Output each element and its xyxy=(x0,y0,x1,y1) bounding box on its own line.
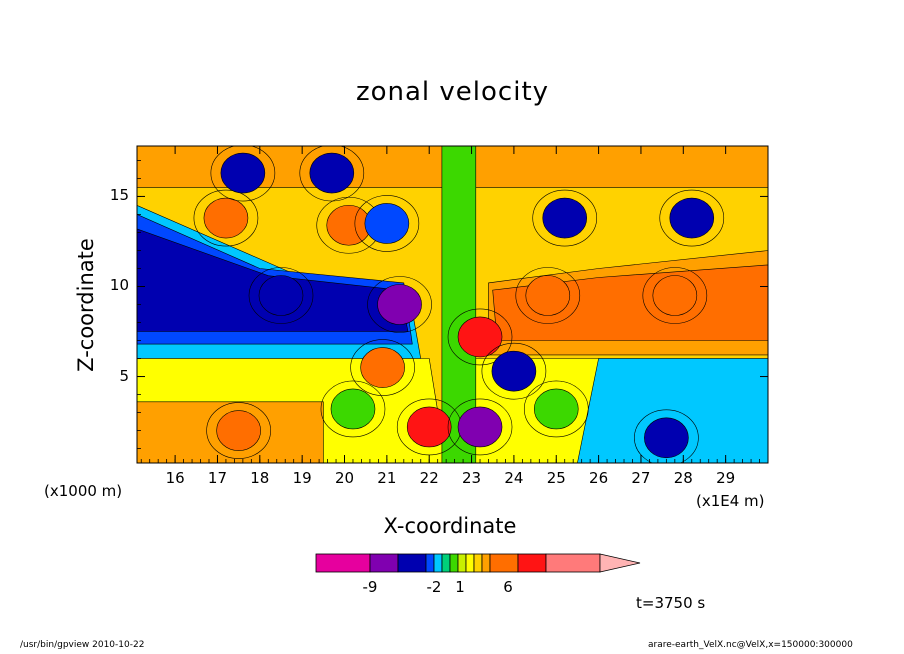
contour-cell xyxy=(367,276,432,333)
contour-band xyxy=(577,358,768,463)
x-tick-label: 17 xyxy=(207,469,227,487)
x-tick-label: 29 xyxy=(716,469,736,487)
y-tick-label: 15 xyxy=(109,186,129,205)
y-tick-label: 10 xyxy=(109,276,129,295)
colorbar xyxy=(315,553,641,573)
x-tick-label: 23 xyxy=(462,469,482,487)
chart-title: zonal velocity xyxy=(355,77,550,107)
colorbar-segment xyxy=(517,553,547,573)
contour-cell xyxy=(642,267,708,324)
contour-cell xyxy=(447,308,513,366)
x-tick-label: 26 xyxy=(589,469,609,487)
x-tick-label: 25 xyxy=(546,469,566,487)
colorbar-segment xyxy=(433,553,443,573)
colorbar-label-minus2: -2 xyxy=(426,578,442,596)
contour-cell xyxy=(447,398,513,456)
x-tick-label: 24 xyxy=(504,469,524,487)
contour-cell xyxy=(210,146,276,202)
x-tick-label: 18 xyxy=(250,469,270,487)
colorbar-arrow xyxy=(599,553,641,573)
y-axis-label: Z-coordinate xyxy=(74,238,98,372)
x-tick-label: 22 xyxy=(419,469,439,487)
contour-field xyxy=(137,146,768,463)
contour-cell xyxy=(206,402,271,459)
y-tick-label: 5 xyxy=(119,366,129,385)
contour-cell xyxy=(299,146,365,202)
colorbar-label-1: 1 xyxy=(455,578,465,596)
x-tick-label: 27 xyxy=(631,469,651,487)
contour-cell xyxy=(354,195,420,252)
contour-cell xyxy=(659,189,725,247)
colorbar-label-minus9: -9 xyxy=(362,578,378,596)
contour-cell xyxy=(248,267,314,324)
footer-right: arare-earth_VelX.nc@VelX,x=150000:300000 xyxy=(648,640,853,650)
x-tick-label: 28 xyxy=(673,469,693,487)
y-axis-ticks xyxy=(137,160,768,449)
contour-cell xyxy=(350,339,415,396)
colorbar-label-6: 6 xyxy=(503,578,513,596)
contour-cell xyxy=(481,342,547,400)
x-tick-label: 20 xyxy=(334,469,355,487)
x-tick-label: 21 xyxy=(377,469,397,487)
footer-left: /usr/bin/gpview 2010-10-22 xyxy=(20,640,145,650)
colorbar-segment xyxy=(457,553,467,573)
contour-cell xyxy=(320,380,386,438)
colorbar-segment xyxy=(425,553,435,573)
colorbar-segment xyxy=(545,553,601,573)
contour-cell xyxy=(515,267,581,324)
contour-band xyxy=(441,146,477,463)
x-axis-unit: (x1E4 m) xyxy=(696,492,765,510)
x-tick-label: 19 xyxy=(292,469,312,487)
time-label: t=3750 s xyxy=(636,594,706,612)
colorbar-segment xyxy=(449,553,459,573)
colorbar-segment xyxy=(473,553,483,573)
contour-cell xyxy=(634,409,699,463)
y-axis-unit: (x1000 m) xyxy=(44,482,123,500)
colorbar-segment xyxy=(481,553,491,573)
x-axis-label: X-coordinate xyxy=(383,514,517,538)
colorbar-segment xyxy=(315,553,371,573)
colorbar-segment xyxy=(489,553,519,573)
x-axis-ticks xyxy=(140,146,760,463)
x-tick-label: 16 xyxy=(165,469,185,487)
contour-cell xyxy=(532,189,598,247)
colorbar-segment xyxy=(441,553,451,573)
colorbar-segment xyxy=(465,553,475,573)
colorbar-segment xyxy=(397,553,427,573)
colorbar-segment xyxy=(369,553,399,573)
contour-cell xyxy=(193,189,259,247)
contour-cell xyxy=(523,380,589,438)
